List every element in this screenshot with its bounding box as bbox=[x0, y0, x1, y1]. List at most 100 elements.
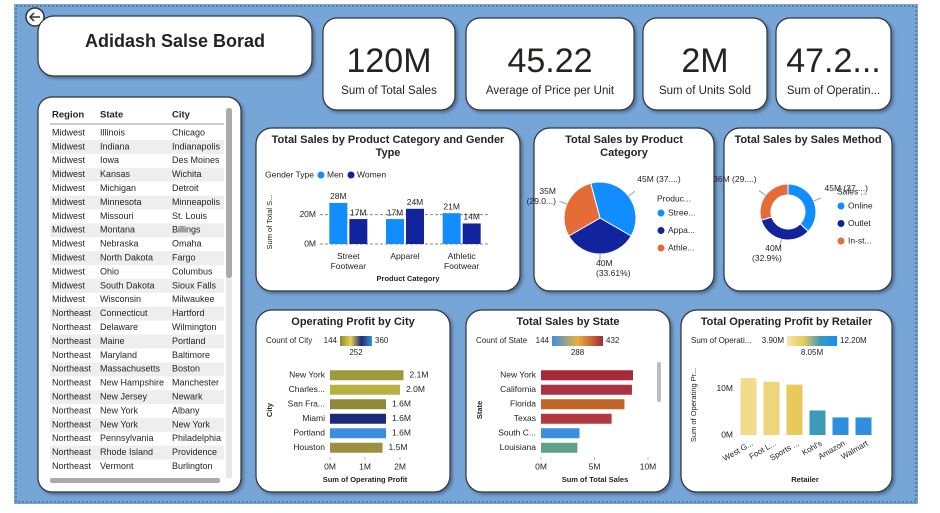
table-cell: Northeast bbox=[52, 447, 92, 457]
x-tick-label: Street Footwear bbox=[330, 252, 367, 271]
canvas-border bbox=[15, 5, 917, 503]
chart-title-box: Total Operating Profit by Retailer bbox=[701, 316, 873, 328]
table-cell: Midwest bbox=[52, 225, 86, 235]
legend-label: Online bbox=[848, 200, 873, 210]
bar bbox=[442, 213, 461, 244]
legend-label: Outlet bbox=[848, 218, 871, 228]
y-tick-label: New York bbox=[289, 370, 326, 380]
bar bbox=[330, 413, 386, 424]
table-cell: Delaware bbox=[100, 322, 138, 332]
scale-bar bbox=[340, 336, 372, 346]
table-cell: Wichita bbox=[172, 169, 202, 179]
table-cell: Midwest bbox=[52, 294, 86, 304]
data-label-box: 45M (37....) bbox=[824, 183, 868, 193]
bar bbox=[349, 219, 368, 244]
y-tick-label: 20M bbox=[299, 209, 316, 219]
table-cell: Boston bbox=[172, 364, 200, 374]
scale-bar bbox=[787, 336, 837, 346]
x-tick-label: 10M bbox=[640, 461, 657, 471]
table-cell: Midwest bbox=[52, 211, 86, 221]
data-label: 1.5M bbox=[389, 442, 408, 452]
table-cell: Des Moines bbox=[172, 155, 220, 165]
table-cell: Billings bbox=[172, 225, 201, 235]
table-header: City bbox=[172, 110, 191, 121]
table-cell: Chicago bbox=[172, 127, 205, 137]
table-header: State bbox=[100, 110, 123, 121]
scale-mid: 288 bbox=[571, 348, 585, 357]
table-cell: Connecticut bbox=[100, 308, 148, 318]
table-cell: Midwest bbox=[52, 252, 86, 262]
table-cell: Columbus bbox=[172, 266, 213, 276]
table-cell: Fargo bbox=[172, 252, 196, 262]
data-label: 21M bbox=[443, 201, 460, 211]
card-value: 45.22 bbox=[507, 42, 592, 80]
legend-dot bbox=[837, 202, 845, 210]
table-cell: Manchester bbox=[172, 378, 219, 388]
y-tick-label: Florida bbox=[510, 399, 536, 409]
x-axis-label: Sum of Total Sales bbox=[562, 475, 629, 484]
table-cell: Northeast bbox=[52, 419, 92, 429]
leader-line bbox=[628, 190, 636, 197]
data-label: 35M (29.0...) bbox=[526, 187, 556, 206]
row-band bbox=[50, 139, 224, 154]
table-cell: Nebraska bbox=[100, 239, 139, 249]
table-cell: Providence bbox=[172, 447, 217, 457]
table-cell: Midwest bbox=[52, 141, 86, 151]
scale-max: 360 bbox=[375, 336, 389, 345]
legend-label: Stree... bbox=[668, 207, 695, 217]
data-label-box: 45M (37....) bbox=[637, 175, 681, 185]
table-cell: Portland bbox=[172, 336, 206, 346]
bar bbox=[740, 378, 757, 435]
table-cell: Rhode Island bbox=[100, 447, 153, 457]
table-cell: Midwest bbox=[52, 197, 86, 207]
row-band bbox=[50, 167, 224, 182]
table: Region State City Midwest Illinois Chicago Mid… bbox=[50, 110, 224, 471]
table-cell: Midwest bbox=[52, 183, 86, 193]
table-cell: Midwest bbox=[52, 155, 86, 165]
table-cell: Northeast bbox=[52, 433, 92, 443]
h-scroll-thumb[interactable] bbox=[50, 478, 220, 483]
data-label: 28M bbox=[330, 191, 347, 201]
bar bbox=[541, 428, 580, 439]
table-cell: New York bbox=[172, 419, 211, 429]
data-label: 1.6M bbox=[392, 413, 411, 423]
data-label: 45M (37....) bbox=[637, 175, 681, 185]
table-cell: Burlington bbox=[172, 461, 213, 471]
data-label: 45M (37....) bbox=[824, 183, 868, 193]
legend-dot bbox=[347, 171, 355, 179]
row-band bbox=[50, 334, 224, 349]
y-tick-label: Louisiana bbox=[500, 442, 537, 452]
chart-title: Operating Profit by City bbox=[291, 316, 415, 328]
y-tick-label: 0M bbox=[721, 429, 733, 439]
y-tick-label: 0M bbox=[304, 238, 316, 248]
card-panel bbox=[322, 17, 456, 111]
table-cell: Pennsylvania bbox=[100, 433, 154, 443]
bar bbox=[330, 370, 404, 381]
table-cell: New Jersey bbox=[100, 391, 148, 401]
table-cell: Maine bbox=[100, 336, 125, 346]
chart-title-box: Total Sales by Product Category bbox=[565, 134, 683, 159]
chart-panel bbox=[255, 127, 521, 292]
data-label: 24M bbox=[407, 197, 424, 207]
table-cell: New York bbox=[100, 419, 139, 429]
table-cell: North Dakota bbox=[100, 252, 153, 262]
scroll-thumb[interactable] bbox=[226, 108, 232, 278]
card-label: Sum of Units Sold bbox=[659, 85, 751, 97]
leader-line bbox=[813, 197, 822, 202]
y-tick-label: California bbox=[500, 384, 536, 394]
x-tick-label: Apparel bbox=[390, 252, 420, 261]
legend-dot bbox=[317, 171, 325, 179]
card-value: 2M bbox=[681, 42, 728, 80]
table-header: Region bbox=[52, 110, 84, 121]
legend-label: In-st... bbox=[848, 235, 872, 245]
table-cell: Detroit bbox=[172, 183, 199, 193]
back-button[interactable] bbox=[25, 7, 45, 27]
scale-max: 432 bbox=[606, 336, 620, 345]
back-arrow[interactable] bbox=[28, 12, 40, 22]
chart-title: Total Sales by Product Category bbox=[565, 134, 683, 159]
scale-title: Sum of Operati... bbox=[691, 336, 751, 345]
bar bbox=[763, 381, 780, 435]
bar bbox=[786, 384, 803, 435]
chart-title-box: Total Sales by Sales Method bbox=[734, 134, 881, 146]
